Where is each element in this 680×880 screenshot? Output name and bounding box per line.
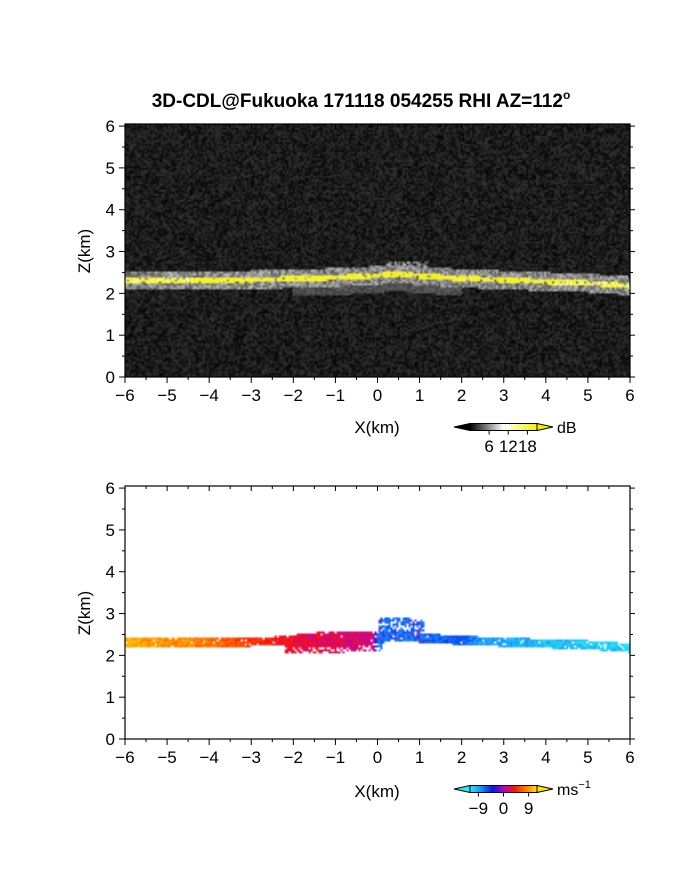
y-tick-label: 2	[106, 284, 115, 303]
top-axes: −6 −5 −4 −3 −2 −1 0 1 2 3 4 5 6 0 1 2 3 4 5 6	[106, 117, 635, 405]
y-tick-label: 4	[106, 201, 115, 220]
x-tick-label: 3	[499, 386, 508, 405]
colorbar-tick-label: 0	[499, 799, 508, 818]
x-tick-label: −2	[284, 748, 303, 767]
y-tick-label: 3	[106, 605, 115, 624]
bottom-panel: −6 −5 −4 −3 −2 −1 0 1 2 3 4 5 6 0 1 2 3 4 5 6 X(km) Z(km) −…	[75, 479, 635, 818]
y-tick-label: 6	[106, 479, 115, 498]
y-tick-label: 5	[106, 521, 115, 540]
x-tick-label: −5	[157, 386, 176, 405]
top-x-axis-label: X(km)	[354, 418, 399, 437]
x-tick-label: −4	[199, 386, 218, 405]
x-tick-label: −6	[115, 386, 134, 405]
x-tick-label: −1	[326, 386, 345, 405]
colorbar-unit: dB	[557, 420, 577, 437]
backscatter-image	[125, 124, 630, 377]
bottom-axes: −6 −5 −4 −3 −2 −1 0 1 2 3 4 5 6 0 1 2 3 4 5 6	[106, 479, 635, 767]
colorbar-tick-label: −9	[469, 799, 488, 818]
y-tick-label: 3	[106, 243, 115, 262]
x-tick-label: 5	[583, 386, 592, 405]
colorbar-low-arrow	[453, 784, 471, 794]
colorbar-gradient	[469, 423, 538, 431]
y-tick-label: 0	[106, 368, 115, 387]
x-tick-label: 6	[625, 748, 634, 767]
y-tick-label: 1	[106, 326, 115, 345]
colorbar-unit: ms−1	[557, 779, 591, 799]
top-y-axis-label: Z(km)	[75, 229, 94, 273]
x-tick-label: −6	[115, 748, 134, 767]
x-tick-label: 2	[457, 386, 466, 405]
y-tick-label: 1	[106, 688, 115, 707]
y-tick-label: 2	[106, 646, 115, 665]
colorbar-tick-label: 6	[484, 437, 493, 456]
colorbar-gradient	[469, 785, 538, 793]
x-tick-label: −3	[242, 386, 261, 405]
x-tick-label: −5	[157, 748, 176, 767]
x-tick-label: 4	[541, 386, 550, 405]
bottom-x-axis-label: X(km)	[354, 782, 399, 801]
x-tick-label: 2	[457, 748, 466, 767]
x-tick-label: 0	[373, 386, 382, 405]
top-colorbar: 6 12 18 dB	[453, 420, 577, 456]
y-tick-label: 4	[106, 563, 115, 582]
x-tick-label: −3	[242, 748, 261, 767]
x-tick-label: 1	[415, 748, 424, 767]
colorbar-tick-label: 18	[518, 437, 537, 456]
colorbar-high-arrow	[536, 784, 554, 794]
bottom-y-axis-label: Z(km)	[75, 591, 94, 635]
x-tick-label: −4	[199, 748, 218, 767]
x-tick-label: 4	[541, 748, 550, 767]
x-tick-label: 1	[415, 386, 424, 405]
colorbar-high-arrow	[536, 422, 554, 432]
y-tick-label: 0	[106, 730, 115, 749]
x-tick-label: −1	[326, 748, 345, 767]
colorbar-tick-label: 9	[524, 799, 533, 818]
bottom-colorbar: −9 0 9 ms−1	[453, 779, 591, 818]
x-tick-label: 0	[373, 748, 382, 767]
colorbar-low-arrow	[453, 422, 471, 432]
x-tick-label: 6	[625, 386, 634, 405]
colorbar-tick-label: 12	[499, 437, 518, 456]
x-tick-label: −2	[284, 386, 303, 405]
y-tick-label: 6	[106, 117, 115, 136]
figure-title: 3D-CDL@Fukuoka 171118 054255 RHI AZ=112o	[152, 88, 571, 112]
y-tick-label: 5	[106, 159, 115, 178]
velocity-image	[125, 486, 630, 739]
x-tick-label: 5	[583, 748, 592, 767]
x-tick-label: 3	[499, 748, 508, 767]
